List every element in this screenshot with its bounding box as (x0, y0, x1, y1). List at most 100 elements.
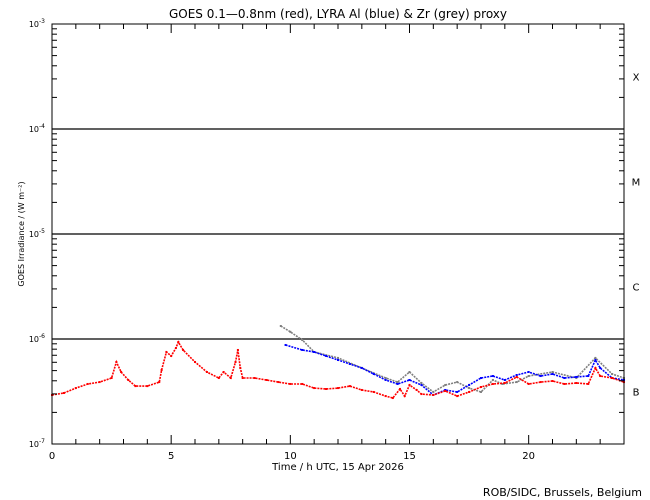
data-point (277, 381, 280, 384)
data-point (222, 370, 225, 373)
data-point (468, 383, 471, 386)
data-point (170, 354, 173, 357)
series-lyra-al-proxy (284, 343, 625, 396)
data-point (420, 383, 423, 386)
data-point (265, 378, 268, 381)
x-tick-label: 0 (49, 451, 55, 462)
data-point (62, 391, 65, 394)
data-point (325, 388, 328, 391)
data-point (239, 366, 242, 369)
flare-class-label: M (632, 178, 641, 189)
data-point (127, 378, 130, 381)
data-point (468, 387, 471, 390)
data-point (503, 378, 506, 381)
data-point (611, 373, 614, 376)
data-point (408, 383, 411, 386)
data-point (587, 382, 590, 385)
data-point (234, 360, 237, 363)
data-point (74, 387, 77, 390)
data-point (301, 348, 304, 351)
data-point (408, 370, 411, 373)
x-axis-label: Time / h UTC, 15 Apr 2026 (271, 462, 404, 473)
data-point (115, 360, 118, 363)
data-point (527, 370, 530, 373)
data-point (575, 377, 578, 380)
data-point (98, 381, 101, 384)
data-point (575, 382, 578, 385)
data-point (599, 375, 602, 378)
data-point (177, 341, 180, 344)
data-point (301, 339, 304, 342)
data-point (289, 382, 292, 385)
data-point (420, 393, 423, 396)
data-point (491, 382, 494, 385)
data-point (563, 382, 566, 385)
data-point (384, 395, 387, 398)
data-point (551, 380, 554, 383)
data-point (594, 358, 597, 361)
data-point (348, 362, 351, 365)
series-line (51, 340, 625, 399)
data-point (337, 387, 339, 390)
threshold-lines (52, 128, 624, 340)
data-point (575, 375, 578, 378)
data-point (194, 360, 196, 363)
x-tick-label: 15 (403, 451, 416, 462)
y-axis-label: GOES Irradiance / (W m⁻²) (17, 181, 26, 286)
data-point (325, 354, 328, 357)
data-point (391, 397, 394, 400)
data-point (146, 385, 149, 388)
series-lyra-zr-proxy (279, 324, 625, 393)
data-point (241, 377, 244, 380)
data-point (205, 370, 208, 373)
data-point (229, 377, 232, 380)
data-point (384, 377, 387, 380)
data-point (360, 366, 363, 369)
y-tick-label: 10-3 (29, 18, 45, 29)
x-tick-label: 5 (168, 451, 174, 462)
data-point (551, 373, 554, 376)
y-tick-label: 10-6 (29, 333, 45, 344)
data-point (337, 356, 339, 359)
data-point (480, 386, 482, 389)
data-point (599, 366, 602, 369)
data-point (515, 374, 518, 377)
credit-text: ROB/SIDC, Brussels, Belgium (483, 486, 642, 499)
data-point (456, 390, 459, 393)
data-point (432, 393, 435, 396)
data-point (456, 381, 459, 384)
data-point (384, 378, 387, 381)
data-point (372, 390, 375, 393)
data-point (182, 348, 185, 351)
data-point (563, 377, 566, 380)
data-point (284, 343, 287, 346)
series-group (51, 324, 625, 400)
data-point (415, 388, 418, 391)
data-point (158, 381, 161, 384)
data-point (551, 370, 554, 373)
data-point (403, 395, 406, 398)
data-point (165, 350, 168, 353)
data-point (420, 382, 423, 385)
data-point (480, 390, 482, 393)
series-line (285, 344, 625, 396)
data-point (468, 390, 471, 393)
data-point (86, 382, 89, 385)
data-point (398, 388, 401, 391)
data-point (527, 382, 530, 385)
data-point (120, 370, 123, 373)
data-point (539, 381, 542, 384)
chart-title: GOES 0.1—0.8nm (red), LYRA Al (blue) & Z… (169, 7, 507, 21)
x-tick-label: 20 (522, 451, 535, 462)
data-point (515, 375, 518, 378)
data-point (587, 375, 590, 378)
data-point (408, 378, 411, 381)
data-point (253, 377, 256, 380)
data-point (444, 383, 447, 386)
y-tick-label: 10-5 (29, 228, 45, 239)
y-tick-label: 10-7 (29, 438, 45, 449)
data-point (515, 381, 518, 384)
data-point (134, 385, 137, 388)
data-point (337, 358, 339, 361)
data-point (174, 346, 177, 349)
